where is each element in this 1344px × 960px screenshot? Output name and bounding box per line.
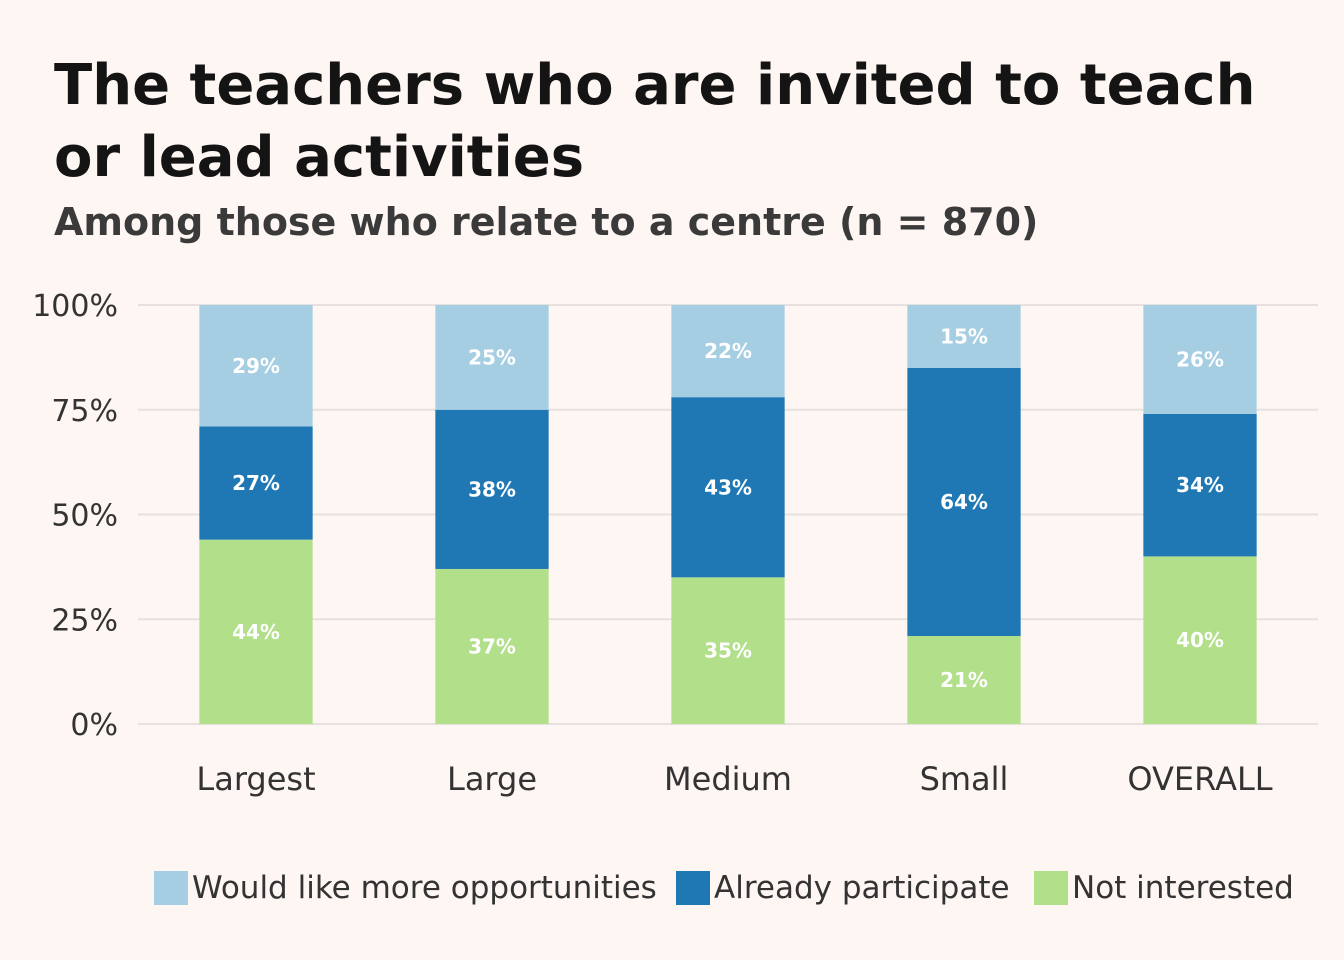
y-tick-label: 0% <box>70 708 118 743</box>
bar-segment <box>199 539 313 724</box>
bar-segment <box>1143 556 1257 724</box>
y-tick-label: 75% <box>51 394 118 429</box>
data-label: 43% <box>704 475 752 499</box>
bar-segment <box>907 305 1021 368</box>
bar-segment <box>199 305 313 427</box>
data-label: 15% <box>940 324 988 348</box>
legend-swatch-not-interested <box>1034 871 1068 905</box>
legend-swatch-would-like-more <box>154 871 188 905</box>
bar-segment <box>1143 305 1257 414</box>
x-category-label: Largest <box>196 760 315 798</box>
data-label: 38% <box>468 477 516 501</box>
y-axis-ticks: 0% 25% 50% 75% 100% <box>32 289 118 743</box>
x-category-label: OVERALL <box>1127 760 1272 798</box>
legend-item-already-participate: Already participate <box>676 868 1010 908</box>
y-tick-label: 25% <box>51 603 118 638</box>
chart-title: The teachers who are invited to teach or… <box>54 53 1256 190</box>
data-label: 37% <box>468 634 516 658</box>
bar-segment <box>907 367 1021 637</box>
x-axis-categories: Largest Large Medium Small OVERALL <box>196 760 1272 798</box>
bar-segment <box>907 636 1021 724</box>
data-label: 26% <box>1176 347 1224 371</box>
data-label: 25% <box>468 345 516 369</box>
legend-label-would-like-more: Would like more opportunities <box>192 870 657 906</box>
legend-item-would-like-more: Would like more opportunities <box>154 868 657 908</box>
bar-segment <box>435 409 549 569</box>
data-label: 44% <box>232 620 280 644</box>
data-label: 64% <box>940 490 988 514</box>
legend-label-already-participate: Already participate <box>714 870 1010 906</box>
legend: Would like more opportunities Already pa… <box>0 868 1344 908</box>
bar-segment <box>671 577 785 724</box>
bar-segment <box>671 305 785 398</box>
data-label: 22% <box>704 339 752 363</box>
data-label: 34% <box>1176 473 1224 497</box>
data-label: 27% <box>232 471 280 495</box>
chart-subtitle: Among those who relate to a centre (n = … <box>54 200 1039 244</box>
data-label: 40% <box>1176 628 1224 652</box>
bar-segment <box>671 397 785 578</box>
legend-item-not-interested: Not interested <box>1034 868 1294 908</box>
legend-label-not-interested: Not interested <box>1072 870 1294 906</box>
bar-segment <box>1143 413 1257 557</box>
data-label: 21% <box>940 668 988 692</box>
bars <box>199 305 1257 724</box>
legend-swatch-already-participate <box>676 871 710 905</box>
data-labels: 44% 27% 29% 37% 38% 25% 35% 43% 22% 21% 64% 15% 40% 3… <box>232 324 1224 692</box>
bar-segment <box>199 426 313 540</box>
bar-segment <box>435 568 549 724</box>
x-category-label: Medium <box>664 760 792 798</box>
x-category-label: Small <box>920 760 1009 798</box>
data-label: 35% <box>704 639 752 663</box>
bar-segment <box>435 305 549 410</box>
y-tick-label: 50% <box>51 499 118 534</box>
data-label: 29% <box>232 354 280 378</box>
x-category-label: Large <box>447 760 537 798</box>
y-tick-label: 100% <box>32 289 118 324</box>
